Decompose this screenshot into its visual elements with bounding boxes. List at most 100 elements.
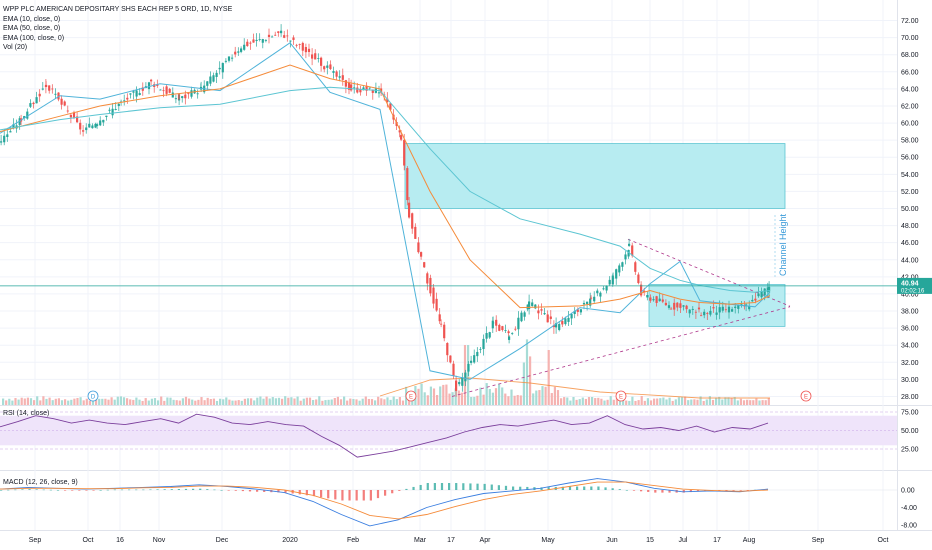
candle-body bbox=[766, 287, 769, 292]
volume-bar bbox=[172, 399, 175, 405]
volume-bar bbox=[519, 395, 522, 405]
volume-bar bbox=[355, 399, 358, 405]
candle-body bbox=[72, 112, 76, 118]
candle-body bbox=[26, 111, 29, 119]
candle-body bbox=[467, 363, 470, 372]
legend-ema100[interactable]: EMA (100, close, 0) bbox=[3, 34, 65, 42]
candle-body bbox=[555, 323, 558, 328]
candle-body bbox=[54, 93, 57, 95]
candle-body bbox=[676, 302, 679, 308]
candle-body bbox=[734, 306, 737, 308]
candle-body bbox=[18, 118, 21, 125]
candle-body bbox=[628, 243, 631, 246]
candle-body bbox=[605, 285, 608, 291]
macd-histogram-bar bbox=[248, 490, 252, 492]
volume-bar bbox=[420, 383, 423, 405]
candle-body bbox=[138, 93, 141, 95]
macd-histogram-bar bbox=[348, 490, 351, 501]
volume-bar bbox=[560, 398, 563, 405]
candle-body bbox=[187, 93, 190, 95]
x-tick-label: Oct bbox=[83, 537, 94, 544]
volume-bar bbox=[48, 397, 51, 405]
x-tick-label: 15 bbox=[646, 537, 654, 544]
x-tick-label: Jun bbox=[606, 537, 617, 544]
macd-histogram-bar bbox=[156, 489, 159, 490]
volume-bar bbox=[166, 397, 169, 405]
volume-bar bbox=[219, 398, 222, 405]
y-tick-label: 30.00 bbox=[901, 377, 919, 384]
legend-ema10[interactable]: EMA (10, close, 0) bbox=[3, 15, 61, 23]
volume-bar bbox=[312, 399, 315, 405]
candle-body bbox=[531, 302, 534, 306]
candle-body bbox=[344, 80, 347, 87]
y-tick-label: 72.00 bbox=[901, 18, 919, 25]
macd-histogram-bar bbox=[369, 490, 372, 501]
candle-body bbox=[234, 51, 237, 55]
macd-legend[interactable]: MACD (12, 26, close, 9) bbox=[3, 479, 78, 486]
macd-histogram-bar bbox=[412, 486, 415, 490]
legend-ema50[interactable]: EMA (50, close, 0) bbox=[3, 25, 61, 32]
macd-histogram-bar bbox=[177, 489, 180, 490]
macd-histogram-bar bbox=[14, 489, 17, 491]
support-trendline bbox=[451, 306, 791, 397]
candle-body bbox=[314, 53, 317, 60]
candle-body bbox=[168, 88, 171, 93]
volume-bar bbox=[132, 399, 135, 405]
volume-bar bbox=[594, 398, 597, 405]
macd-histogram-bar bbox=[561, 486, 564, 490]
macd-histogram-bar bbox=[213, 489, 216, 491]
earnings-marker-label: E bbox=[804, 395, 808, 401]
candle-body bbox=[181, 96, 184, 99]
volume-bar bbox=[169, 397, 172, 405]
volume-bar bbox=[752, 400, 755, 405]
volume-bar bbox=[662, 397, 665, 405]
volume-bar bbox=[284, 396, 287, 405]
candle-body bbox=[438, 314, 441, 322]
macd-histogram-bar bbox=[256, 490, 259, 492]
candle-body bbox=[685, 305, 688, 310]
macd-histogram-bar bbox=[170, 489, 173, 490]
macd-histogram-bar bbox=[142, 489, 145, 491]
volume-bar bbox=[708, 396, 711, 405]
candle-body bbox=[280, 30, 283, 34]
legend-vol[interactable]: Vol (20) bbox=[3, 44, 28, 51]
rsi-legend[interactable]: RSI (14, close) bbox=[3, 410, 50, 417]
candle-body bbox=[760, 291, 763, 298]
candle-body bbox=[682, 305, 685, 307]
volume-bar bbox=[646, 398, 649, 405]
y-tick-label: 40.00 bbox=[901, 291, 919, 298]
volume-bar bbox=[352, 398, 355, 405]
candle-body bbox=[347, 82, 351, 90]
volume-bar bbox=[609, 396, 612, 405]
volume-bar bbox=[318, 396, 321, 405]
volume-bar bbox=[110, 397, 113, 405]
candle-body bbox=[209, 76, 212, 84]
candle-body bbox=[261, 39, 264, 43]
candle-body bbox=[537, 310, 540, 314]
volume-bar bbox=[482, 394, 485, 405]
candle-body bbox=[311, 54, 314, 59]
volume-bar bbox=[637, 400, 640, 405]
candle-body bbox=[246, 41, 249, 47]
candle-body bbox=[48, 85, 51, 91]
legend-title[interactable]: WPP PLC AMERICAN DEPOSITARY SHS EACH REP… bbox=[3, 6, 233, 13]
volume-bar bbox=[253, 400, 256, 405]
candle-body bbox=[283, 35, 286, 38]
volume-bar bbox=[584, 398, 587, 405]
macd-histogram-bar bbox=[92, 490, 95, 491]
volume-bar bbox=[429, 386, 432, 405]
candle-body bbox=[549, 316, 552, 319]
volume-bar bbox=[473, 396, 476, 405]
candle-body bbox=[335, 71, 338, 77]
macd-histogram-bar bbox=[540, 487, 543, 490]
candle-body bbox=[528, 301, 531, 310]
volume-bar bbox=[299, 400, 302, 405]
x-tick-label: Dec bbox=[216, 537, 229, 544]
volume-bar bbox=[569, 400, 572, 405]
volume-bar bbox=[696, 399, 699, 405]
x-tick-label: Oct bbox=[878, 537, 889, 544]
rsi-tick-label: 50.00 bbox=[901, 428, 919, 435]
candle-body bbox=[540, 309, 543, 311]
candle-body bbox=[703, 311, 706, 316]
macd-histogram-bar bbox=[682, 490, 685, 493]
